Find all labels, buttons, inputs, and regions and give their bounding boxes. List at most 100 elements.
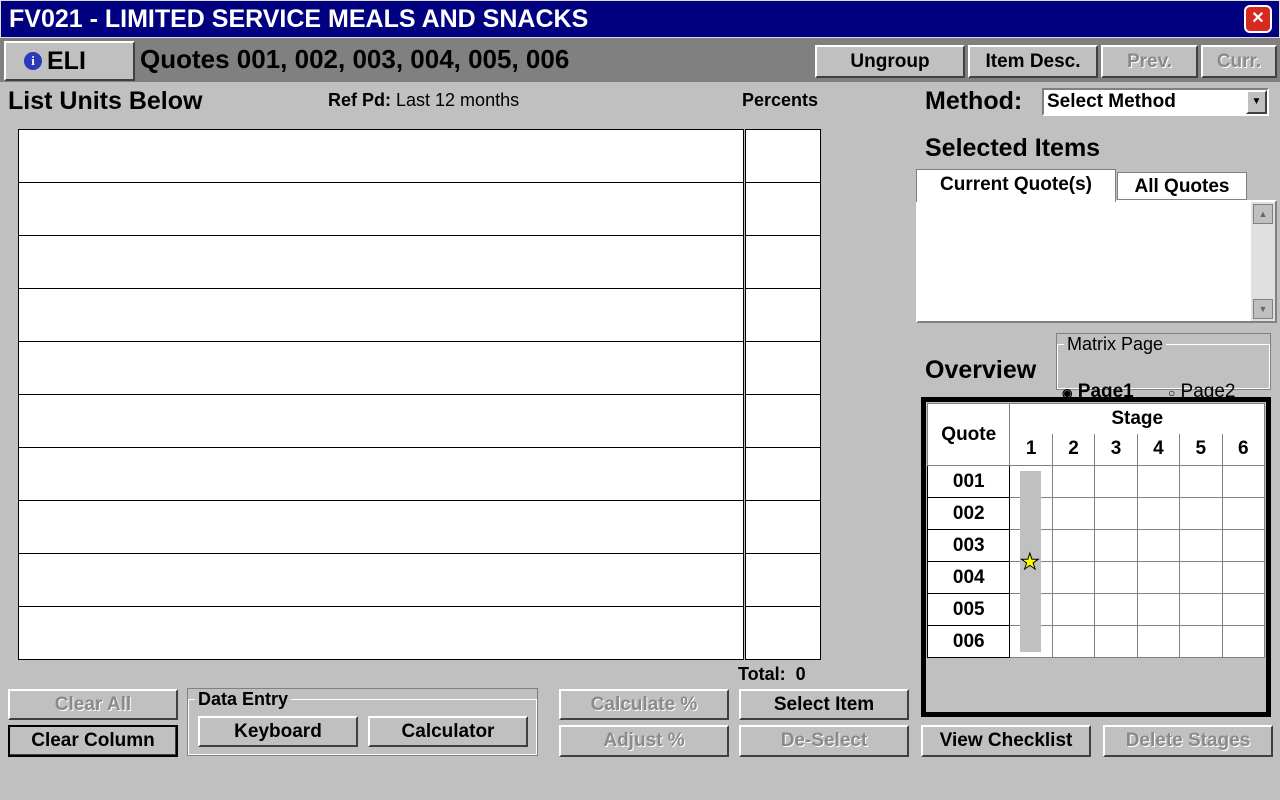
percent-cell[interactable] bbox=[745, 606, 821, 660]
total-label: Total: bbox=[738, 664, 786, 684]
selected-items-title: Selected Items bbox=[925, 134, 1101, 162]
radio-unselected-icon: ○ bbox=[1168, 386, 1176, 400]
method-selected: Select Method bbox=[1047, 91, 1176, 112]
ref-pd: Ref Pd: Last 12 months bbox=[328, 90, 519, 111]
item-desc-button[interactable]: Item Desc. bbox=[968, 45, 1098, 78]
matrix-cell[interactable] bbox=[1136, 529, 1181, 562]
matrix-cell[interactable] bbox=[1136, 497, 1181, 530]
matrix-cell[interactable] bbox=[1221, 625, 1266, 658]
matrix-cell[interactable] bbox=[1221, 529, 1266, 562]
matrix-cell[interactable] bbox=[1136, 561, 1181, 594]
quote-row: 004 bbox=[926, 561, 1266, 594]
radio-selected-icon: ◉ bbox=[1062, 386, 1073, 400]
unit-row[interactable] bbox=[18, 341, 744, 395]
percent-cell[interactable] bbox=[745, 129, 821, 183]
quote-number: 005 bbox=[926, 593, 1011, 626]
matrix-cell[interactable] bbox=[1179, 497, 1223, 530]
eli-button[interactable]: i ELI bbox=[4, 41, 135, 81]
matrix-cell[interactable] bbox=[1051, 529, 1096, 562]
matrix-cell[interactable] bbox=[1179, 561, 1223, 594]
clear-column-button[interactable]: Clear Column bbox=[8, 725, 178, 757]
matrix-cell[interactable] bbox=[1221, 497, 1266, 530]
page2-label: Page2 bbox=[1180, 381, 1236, 402]
matrix-cell[interactable] bbox=[1221, 561, 1266, 594]
tab-current-quotes[interactable]: Current Quote(s) bbox=[916, 169, 1116, 202]
matrix-cell[interactable] bbox=[1094, 625, 1138, 658]
percent-cell[interactable] bbox=[745, 235, 821, 289]
matrix-cell[interactable] bbox=[1221, 465, 1266, 498]
matrix-cell[interactable] bbox=[1179, 465, 1223, 498]
matrix-cell[interactable] bbox=[1179, 529, 1223, 562]
unit-row[interactable] bbox=[18, 500, 744, 554]
stage-number: 3 bbox=[1094, 433, 1138, 466]
unit-row[interactable] bbox=[18, 235, 744, 289]
scroll-up-icon[interactable]: ▲ bbox=[1253, 204, 1273, 224]
selected-items-list[interactable]: ▲ ▼ bbox=[916, 200, 1277, 323]
percent-cell[interactable] bbox=[745, 341, 821, 395]
unit-row[interactable] bbox=[18, 447, 744, 501]
ref-pd-label: Ref Pd: bbox=[328, 90, 391, 110]
quote-row: 006 bbox=[926, 625, 1266, 658]
select-item-button[interactable]: Select Item bbox=[739, 689, 909, 720]
radio-page1[interactable]: ◉ Page1 bbox=[1062, 381, 1134, 403]
percents-label: Percents bbox=[742, 90, 819, 110]
matrix-cell[interactable] bbox=[1136, 625, 1181, 658]
view-checklist-button[interactable]: View Checklist bbox=[921, 725, 1091, 757]
info-icon: i bbox=[24, 52, 42, 70]
matrix-cell[interactable] bbox=[1051, 593, 1096, 626]
percent-cell[interactable] bbox=[745, 447, 821, 501]
matrix-cell[interactable] bbox=[1051, 465, 1096, 498]
chevron-down-icon[interactable]: ▼ bbox=[1246, 90, 1267, 114]
percent-cell[interactable] bbox=[745, 394, 821, 448]
method-select[interactable]: Select Method ▼ bbox=[1042, 88, 1269, 116]
calculate-percent-button[interactable]: Calculate % bbox=[559, 689, 729, 720]
matrix-cell[interactable] bbox=[1094, 465, 1138, 498]
matrix-cell[interactable] bbox=[1179, 593, 1223, 626]
delete-stages-button[interactable]: Delete Stages bbox=[1103, 725, 1273, 757]
scroll-down-icon[interactable]: ▼ bbox=[1253, 299, 1273, 319]
matrix-cell[interactable] bbox=[1094, 561, 1138, 594]
matrix-cell[interactable] bbox=[1221, 593, 1266, 626]
curr-button[interactable]: Curr. bbox=[1201, 45, 1277, 78]
matrix-cell[interactable] bbox=[1136, 593, 1181, 626]
de-select-button[interactable]: De-Select bbox=[739, 725, 909, 757]
unit-row[interactable] bbox=[18, 182, 744, 236]
matrix-cell[interactable] bbox=[1051, 625, 1096, 658]
quote-number: 003 bbox=[926, 529, 1011, 562]
percent-cell[interactable] bbox=[745, 500, 821, 554]
matrix-cell[interactable] bbox=[1094, 497, 1138, 530]
unit-row[interactable] bbox=[18, 288, 744, 342]
prev-button[interactable]: Prev. bbox=[1101, 45, 1198, 78]
close-icon[interactable]: ✕ bbox=[1244, 5, 1272, 33]
stage-number: 4 bbox=[1136, 433, 1181, 466]
matrix-cell[interactable] bbox=[1051, 561, 1096, 594]
unit-row[interactable] bbox=[18, 553, 744, 607]
matrix-cell[interactable] bbox=[1051, 497, 1096, 530]
scrollbar[interactable]: ▲ ▼ bbox=[1251, 202, 1275, 321]
keyboard-button[interactable]: Keyboard bbox=[198, 716, 358, 747]
method-label: Method: bbox=[925, 87, 1023, 115]
percent-cell[interactable] bbox=[745, 288, 821, 342]
matrix-cell[interactable] bbox=[1179, 625, 1223, 658]
current-stage-bar bbox=[1020, 471, 1041, 652]
percent-cell[interactable] bbox=[745, 553, 821, 607]
stage-number: 6 bbox=[1221, 433, 1266, 466]
ref-pd-value: Last 12 months bbox=[396, 90, 520, 110]
stage-header: Stage bbox=[1009, 403, 1265, 434]
tab-all-quotes[interactable]: All Quotes bbox=[1117, 172, 1247, 200]
unit-row[interactable] bbox=[18, 129, 744, 183]
star-icon: ★ bbox=[1020, 549, 1041, 574]
clear-all-button[interactable]: Clear All bbox=[8, 689, 178, 720]
quote-row: 005 bbox=[926, 593, 1266, 626]
ungroup-button[interactable]: Ungroup bbox=[815, 45, 965, 78]
unit-row[interactable] bbox=[18, 394, 744, 448]
adjust-percent-button[interactable]: Adjust % bbox=[559, 725, 729, 757]
matrix-cell[interactable] bbox=[1136, 465, 1181, 498]
unit-row[interactable] bbox=[18, 606, 744, 660]
calculator-button[interactable]: Calculator bbox=[368, 716, 528, 747]
radio-page2[interactable]: ○ Page2 bbox=[1168, 381, 1235, 403]
percent-cell[interactable] bbox=[745, 182, 821, 236]
matrix-cell[interactable] bbox=[1094, 529, 1138, 562]
matrix-cell[interactable] bbox=[1094, 593, 1138, 626]
